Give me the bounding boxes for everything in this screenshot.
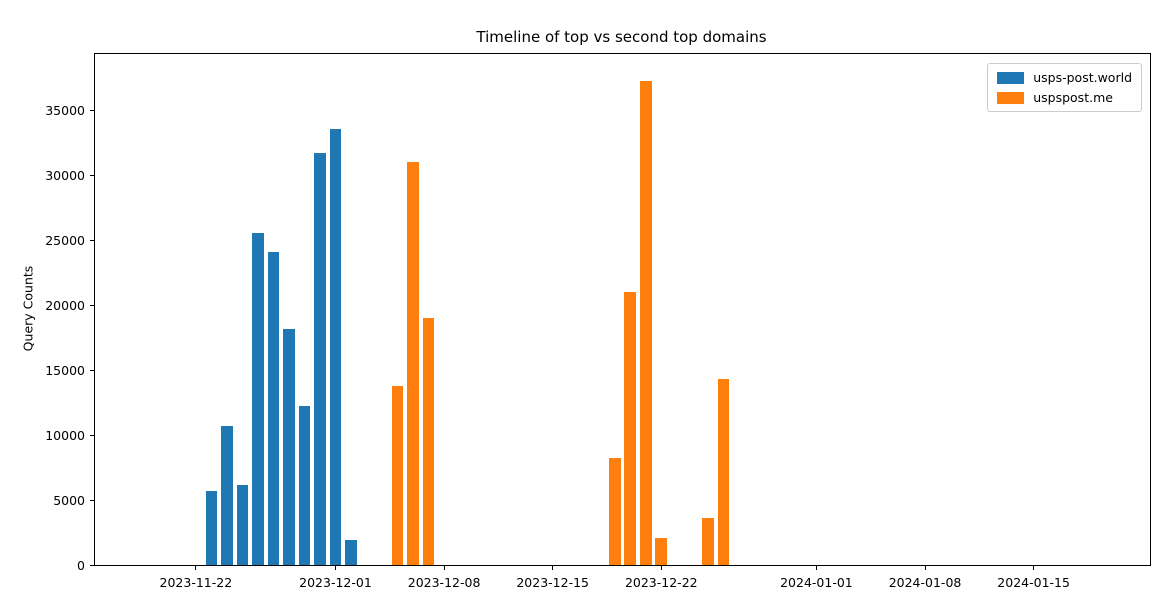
y-tick-mark <box>90 109 94 111</box>
x-tick-mark <box>195 566 197 570</box>
bar-usps-post.world-2023-11-23 <box>205 490 218 565</box>
bar-uspspost.me-2023-12-25 <box>702 518 714 565</box>
bar-usps-post.world-2023-11-26 <box>252 233 264 565</box>
bar-uspspost.me-2023-12-22 <box>655 537 668 565</box>
bar-usps-post.world-2023-11-30 <box>314 153 326 565</box>
x-tick-label: 2023-11-22 <box>159 575 233 590</box>
x-tick-mark <box>1033 566 1035 570</box>
y-tick-mark <box>90 174 94 176</box>
y-tick-mark <box>90 304 94 306</box>
legend-item-uspspost.me: uspspost.me <box>997 90 1132 105</box>
bar-uspspost.me-2023-12-05 <box>391 385 404 565</box>
y-tick-mark <box>90 369 94 371</box>
x-tick-mark <box>443 566 445 570</box>
y-tick-label: 30000 <box>45 167 85 183</box>
y-tick-label: 10000 <box>45 427 85 443</box>
y-tick-mark <box>90 565 94 566</box>
x-tick-mark <box>660 566 662 570</box>
y-tick-label: 25000 <box>45 232 85 248</box>
y-tick-label: 0 <box>77 558 85 573</box>
plot-area: usps-post.world uspspost.me 2023-11-22 202… <box>45 53 1151 590</box>
x-tick-mark <box>334 566 336 570</box>
x-tick-mark <box>924 566 926 570</box>
bar-uspspost.me-2023-12-06 <box>407 161 419 565</box>
x-tick-label: 2023-12-22 <box>624 575 698 590</box>
legend: usps-post.world uspspost.me <box>987 63 1142 112</box>
x-tick-label: 2024-01-08 <box>888 575 962 590</box>
x-tick-mark <box>552 566 554 570</box>
bar-uspspost.me-2023-12-07 <box>422 317 435 565</box>
x-tick-mark <box>815 566 817 570</box>
bar-usps-post.world-2023-11-29 <box>298 405 311 565</box>
bar-usps-post.world-2023-12-02 <box>345 539 357 565</box>
x-tick-label: 2024-01-01 <box>780 575 853 590</box>
y-tick-mark <box>90 434 94 436</box>
bar-usps-post.world-2023-12-01 <box>329 129 342 565</box>
bar-usps-post.world-2023-11-25 <box>236 485 249 565</box>
y-tick-label: 5000 <box>53 492 85 508</box>
bar-usps-post.world-2023-11-28 <box>283 329 295 565</box>
x-tick-label: 2023-12-15 <box>516 575 589 590</box>
x-tick-label: 2024-01-15 <box>997 575 1070 590</box>
y-tick-mark <box>90 239 94 241</box>
bar-uspspost.me-2023-12-19 <box>608 458 621 565</box>
x-tick-label: 2023-12-08 <box>407 575 481 590</box>
legend-item-usps-post.world: usps-post.world <box>997 70 1132 85</box>
bar-uspspost.me-2023-12-26 <box>717 379 730 565</box>
bar-usps-post.world-2023-11-24 <box>221 425 233 565</box>
legend-swatch-icon <box>997 91 1025 104</box>
legend-label: usps-post.world <box>1033 70 1132 85</box>
y-tick-label: 35000 <box>45 102 85 118</box>
y-tick-label: 15000 <box>45 362 85 378</box>
bar-uspspost.me-2023-12-20 <box>624 291 637 565</box>
y-tick-label: 20000 <box>45 297 85 313</box>
bar-usps-post.world-2023-11-27 <box>267 252 280 565</box>
legend-label: uspspost.me <box>1033 90 1113 105</box>
y-tick-mark <box>90 499 94 501</box>
x-tick-label: 2023-12-01 <box>299 575 372 590</box>
bar-uspspost.me-2023-12-21 <box>639 81 652 565</box>
legend-swatch-icon <box>997 71 1025 84</box>
chart-title: Timeline of top vs second top domains <box>476 28 767 46</box>
